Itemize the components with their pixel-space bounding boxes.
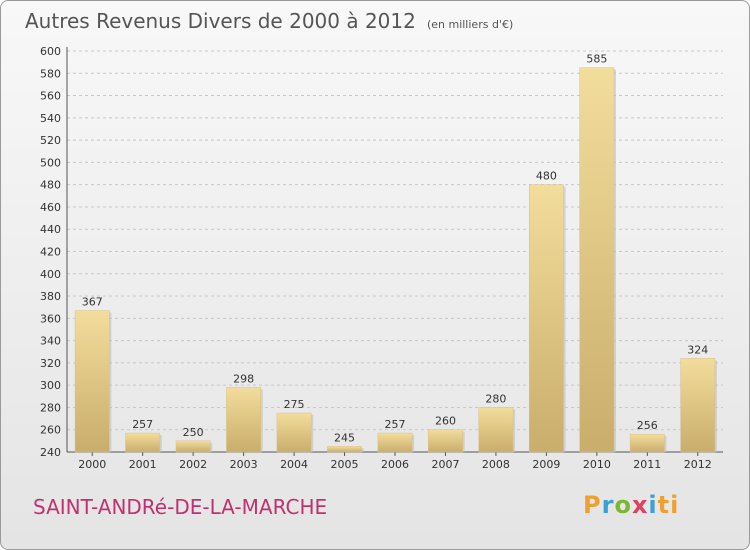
bar-value-label: 324 bbox=[687, 343, 708, 356]
grid-lines bbox=[67, 50, 723, 453]
y-tick-label: 480 bbox=[40, 179, 61, 192]
bar-value-label: 275 bbox=[284, 398, 305, 411]
y-tick-label: 240 bbox=[40, 446, 61, 459]
x-tick-label: 2008 bbox=[482, 458, 510, 471]
y-tick-label: 380 bbox=[40, 290, 61, 303]
bar-value-label: 260 bbox=[435, 415, 456, 428]
y-tick-label: 260 bbox=[40, 424, 61, 437]
y-tick-label: 520 bbox=[40, 134, 61, 147]
bar bbox=[327, 446, 362, 453]
x-tick-label: 2012 bbox=[684, 458, 712, 471]
x-tick-label: 2004 bbox=[280, 458, 308, 471]
bar-value-label: 367 bbox=[82, 296, 103, 309]
x-tick-label: 2001 bbox=[129, 458, 157, 471]
proxiti-logo: Proxiti bbox=[583, 491, 679, 519]
bar bbox=[579, 67, 615, 453]
logo-letter: ti bbox=[657, 491, 680, 519]
bar bbox=[528, 184, 564, 453]
y-tick-label: 360 bbox=[40, 312, 61, 325]
bar-value-label: 245 bbox=[334, 431, 355, 444]
bar-value-label: 257 bbox=[132, 418, 153, 431]
bar-value-label: 280 bbox=[485, 392, 506, 405]
x-tick-label: 2006 bbox=[381, 458, 409, 471]
bar bbox=[74, 310, 110, 453]
chart-subtitle: (en milliers d'€) bbox=[426, 18, 514, 31]
x-tick-label: 2000 bbox=[78, 458, 106, 471]
y-tick-labels: 240 260 280 300 320 340 360 380 400 420 440 460 480 5… bbox=[40, 45, 61, 459]
bar bbox=[175, 440, 211, 453]
y-tick-label: 460 bbox=[40, 201, 61, 214]
y-tick-label: 580 bbox=[40, 67, 61, 80]
x-tick-label: 2011 bbox=[633, 458, 661, 471]
bar bbox=[478, 407, 514, 453]
bar bbox=[276, 412, 312, 453]
y-tick-label: 300 bbox=[40, 379, 61, 392]
y-tick-label: 320 bbox=[40, 357, 61, 370]
x-tick-label: 2003 bbox=[230, 458, 258, 471]
y-tick-label: 280 bbox=[40, 401, 61, 414]
bar-value-label: 585 bbox=[586, 53, 607, 66]
bar bbox=[629, 433, 665, 453]
y-tick-label: 560 bbox=[40, 90, 61, 103]
bar-value-label: 298 bbox=[233, 372, 254, 385]
logo-letter: i bbox=[648, 491, 658, 519]
bar bbox=[125, 432, 161, 453]
chart-title: Autres Revenus Divers de 2000 à 2012 bbox=[25, 9, 416, 33]
x-tick-label: 2007 bbox=[431, 458, 459, 471]
chart-title-block: Autres Revenus Divers de 2000 à 2012 (en… bbox=[25, 9, 513, 33]
y-tick-label: 540 bbox=[40, 112, 61, 125]
y-tick-label: 420 bbox=[40, 246, 61, 259]
x-tick-label: 2002 bbox=[179, 458, 207, 471]
bar bbox=[377, 432, 413, 453]
logo-letter: P bbox=[583, 491, 602, 519]
bar-value-label: 480 bbox=[536, 170, 557, 183]
bar bbox=[428, 429, 463, 453]
bar-labels: 367 257 250 298 275 245 257 260 280 480 585 256 324 bbox=[82, 53, 709, 445]
city-name: SAINT-ANDRé-DE-LA-MARCHE bbox=[33, 495, 328, 519]
logo-letter: r bbox=[601, 491, 615, 519]
x-tick-label: 2010 bbox=[583, 458, 611, 471]
bar-value-label: 256 bbox=[637, 419, 658, 432]
bar bbox=[226, 387, 262, 453]
bar-value-label: 250 bbox=[183, 426, 204, 439]
y-tick-label: 500 bbox=[40, 156, 61, 169]
logo-letter: x bbox=[631, 491, 649, 519]
y-tick-label: 340 bbox=[40, 335, 61, 348]
y-tick-label: 400 bbox=[40, 268, 61, 281]
x-tick-label: 2009 bbox=[532, 458, 560, 471]
bars bbox=[74, 67, 717, 453]
x-tick-label: 2005 bbox=[331, 458, 359, 471]
logo-letter: o bbox=[614, 491, 632, 519]
x-tick-labels: 2000 2001 2002 2003 2004 2005 2006 2007 2008 2009… bbox=[78, 458, 712, 471]
bar-value-label: 257 bbox=[385, 418, 406, 431]
y-tick-label: 440 bbox=[40, 223, 61, 236]
bar bbox=[680, 358, 716, 453]
y-tick-label: 600 bbox=[40, 45, 61, 58]
